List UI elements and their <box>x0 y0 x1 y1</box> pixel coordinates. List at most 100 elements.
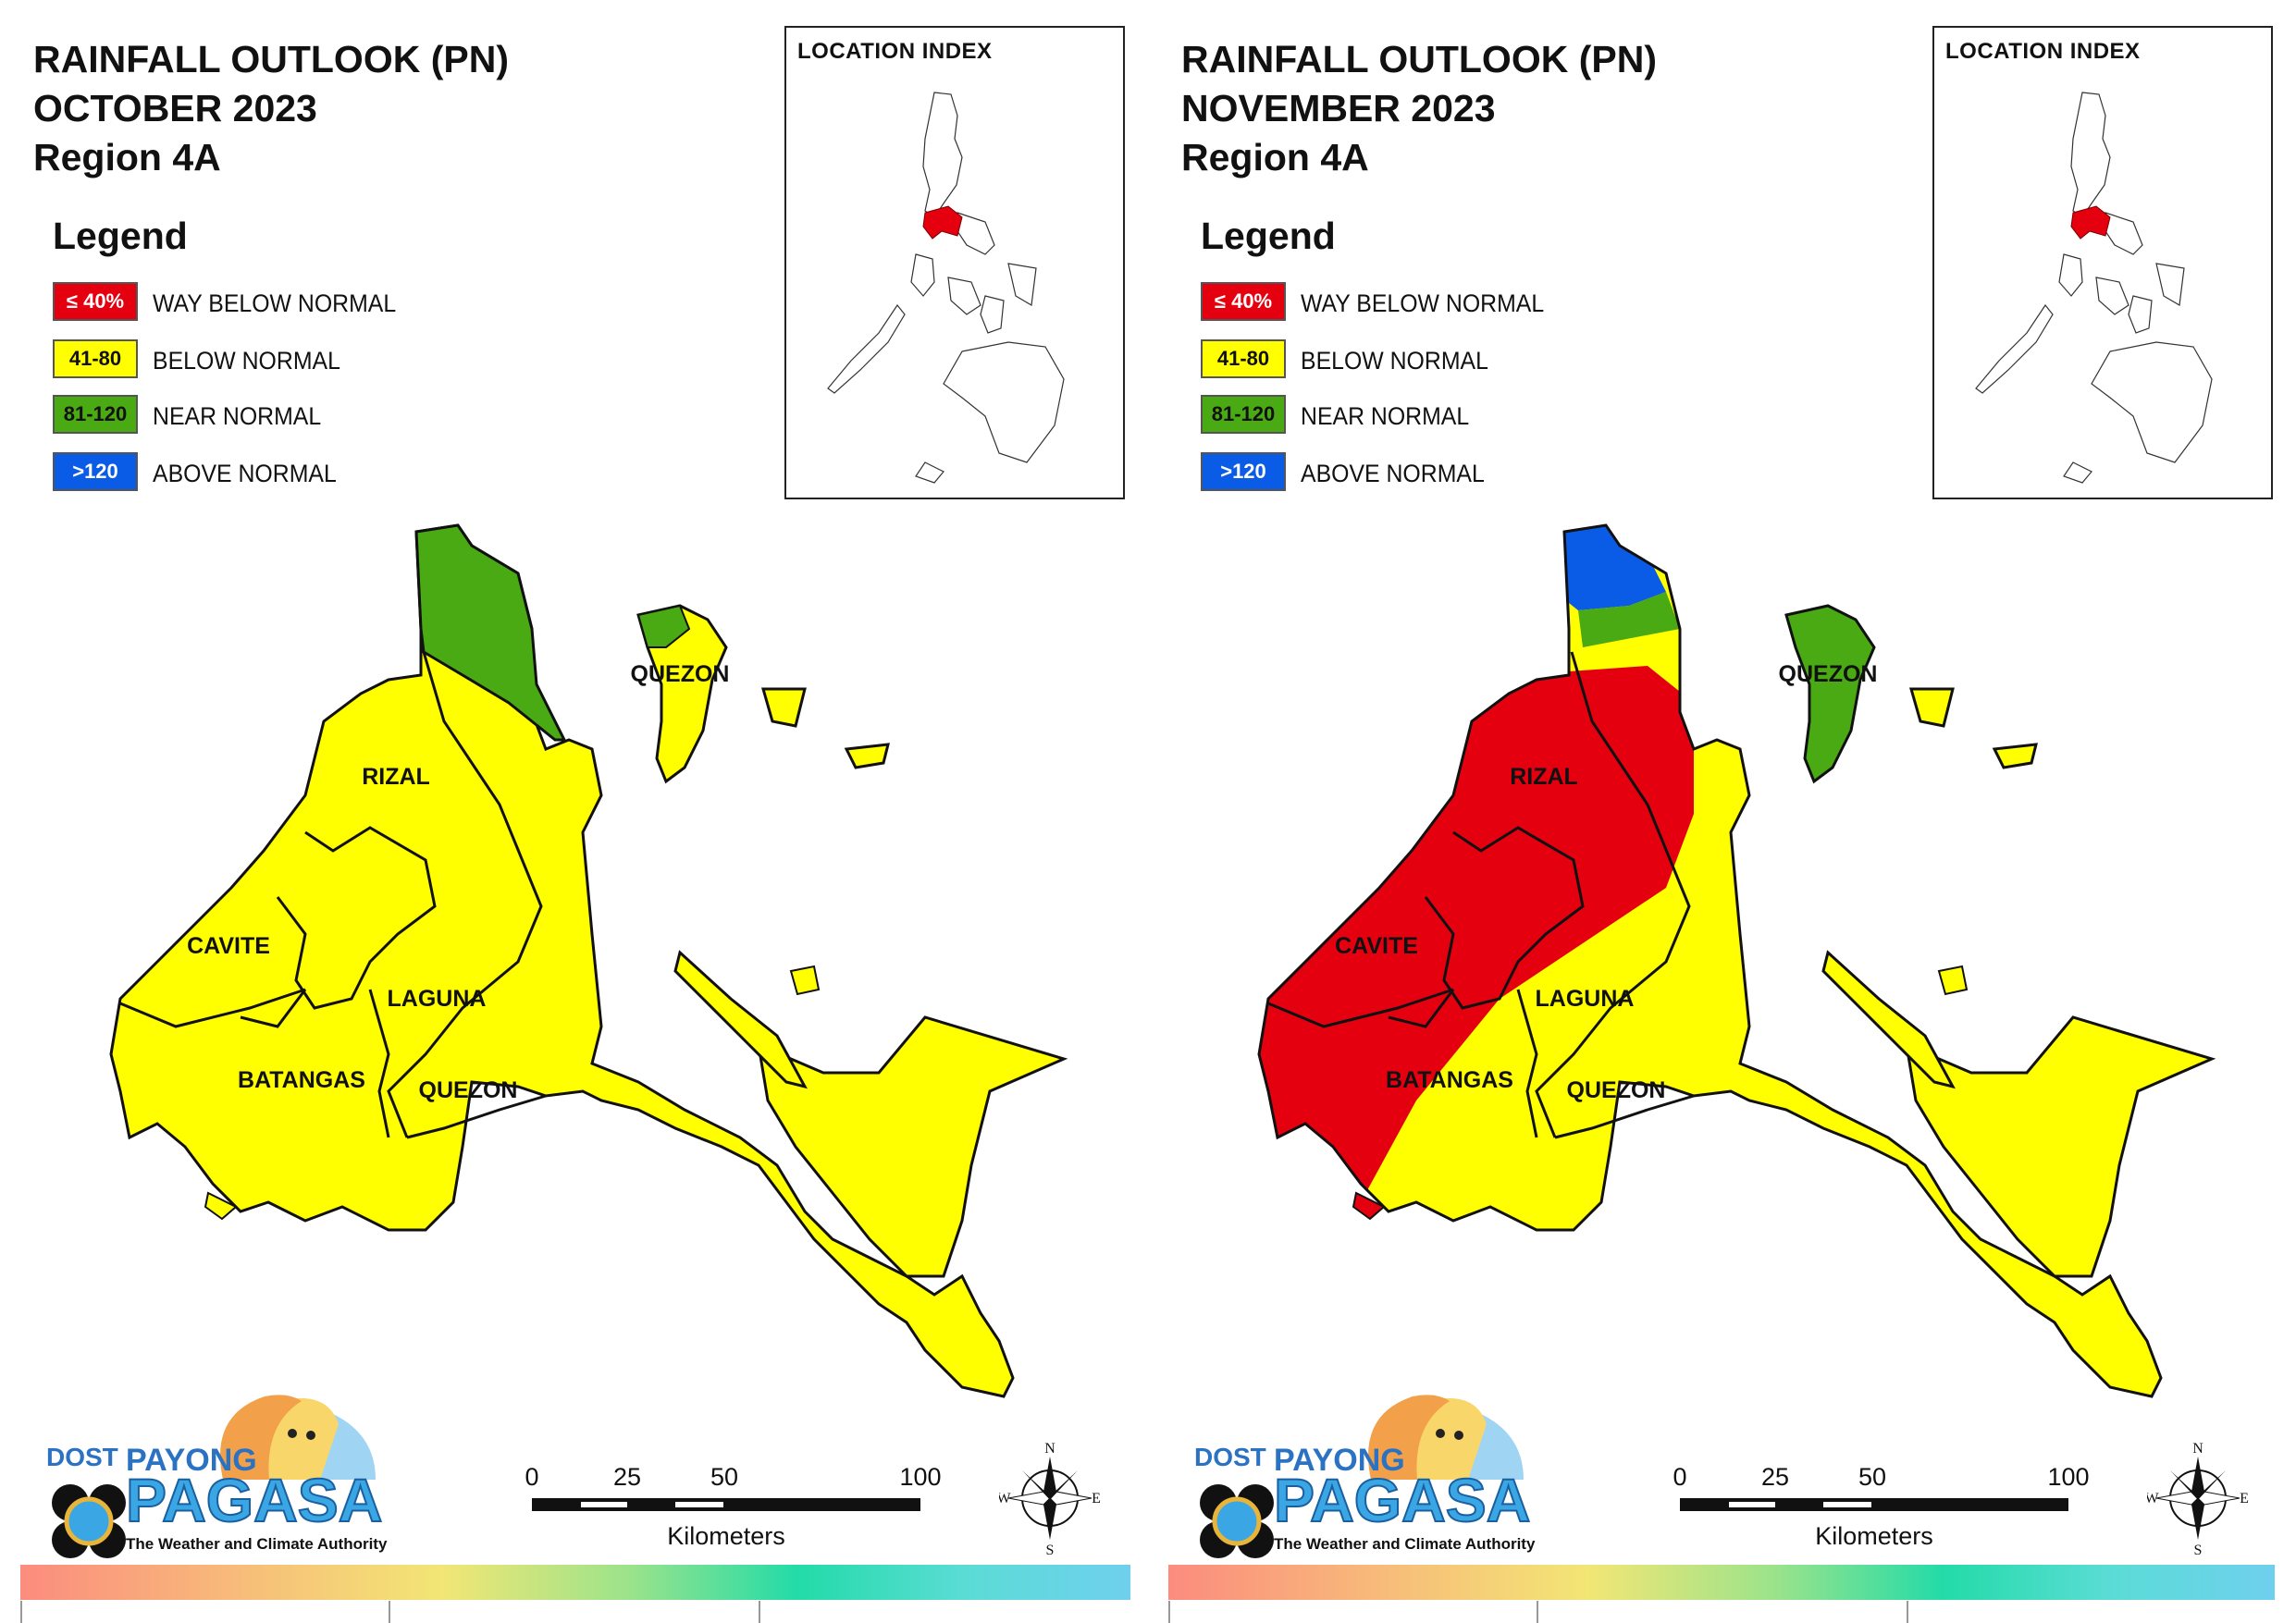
scale-bar-segment <box>1823 1502 1871 1507</box>
scale-unit: Kilometers <box>1815 1522 1933 1550</box>
october-rainfall-map: QUEZON RIZAL CAVITE LAGUNA BATANGAS QUEZ… <box>0 499 1148 1424</box>
label-cavite: CAVITE <box>187 933 270 959</box>
region-4a-mainland <box>109 523 1015 1398</box>
quezon-east-peninsula <box>757 1015 1068 1278</box>
marinduque-channel-island <box>673 950 808 1089</box>
rizal-laguna-boundary <box>276 826 437 1010</box>
legend-swatch: >120 <box>1201 452 1286 491</box>
label-rizal: RIZAL <box>1510 764 1578 790</box>
luzon-outline <box>922 92 963 218</box>
color-band <box>20 1565 1130 1600</box>
map-svg: QUEZON RIZAL CAVITE LAGUNA BATANGAS QUEZ… <box>109 523 1068 1398</box>
islet <box>1937 965 1969 996</box>
alabat-island <box>761 687 807 728</box>
legend-label: BELOW NORMAL <box>1301 347 1488 375</box>
cavite-laguna-boundary <box>1388 989 1455 1028</box>
philippines-inset-map <box>1975 92 2213 484</box>
legend-label: BELOW NORMAL <box>153 347 340 375</box>
batangas-islet <box>1352 1191 1386 1221</box>
legend-swatch: >120 <box>53 452 138 491</box>
label-quezon-north: QUEZON <box>631 661 730 687</box>
legend-label: NEAR NORMAL <box>153 402 322 430</box>
luzon-outline <box>2070 92 2111 218</box>
compass-n: N <box>2192 1441 2203 1457</box>
label-quezon-south: QUEZON <box>1567 1077 1666 1103</box>
scale-tick-50: 50 <box>710 1463 738 1491</box>
small-island <box>1992 743 2038 769</box>
pagasa-text: PAGASA <box>1274 1466 1530 1534</box>
polillo-island <box>636 604 728 784</box>
november-rainfall-map: QUEZON RIZAL CAVITE LAGUNA BATANGAS QUEZ… <box>1148 499 2296 1424</box>
umbrella-eye <box>1454 1431 1463 1440</box>
scale-bar-fill <box>532 1498 920 1511</box>
scale-bar-art: 0 25 50 100 Kilometers <box>1673 1463 2089 1550</box>
region-4a-mainland-outline <box>1257 523 2163 1398</box>
negros-cebu-outline <box>980 295 1005 334</box>
tagline-text: The Weather and Climate Authority <box>126 1535 388 1553</box>
umbrella-left <box>220 1395 302 1480</box>
title-line-1: RAINFALL OUTLOOK (PN) <box>33 38 509 80</box>
band-tick <box>20 1601 22 1623</box>
bicol-outline <box>2105 212 2143 255</box>
label-laguna: LAGUNA <box>388 986 487 1012</box>
label-cavite: CAVITE <box>1335 933 1418 959</box>
bicol-outline <box>957 212 995 255</box>
compass-e: E <box>2240 1491 2249 1506</box>
compass-s: S <box>2194 1543 2203 1558</box>
scale-unit: Kilometers <box>667 1522 785 1550</box>
pagasa-logo-art: DOST PAYONG PAGASA The Weather and Clima… <box>46 1395 388 1558</box>
label-batangas: BATANGAS <box>1386 1067 1513 1093</box>
scale-bar-fill <box>1680 1498 2068 1511</box>
pagasa-logo-art: DOST PAYONG PAGASA The Weather and Clima… <box>1194 1395 1536 1558</box>
scale-bar-segment <box>1729 1502 1775 1507</box>
samar-leyte-outline <box>1007 263 1037 306</box>
label-batangas: BATANGAS <box>238 1067 365 1093</box>
umbrella-left <box>1368 1395 1450 1480</box>
legend-swatch: ≤ 40% <box>53 282 138 321</box>
location-index-title: LOCATION INDEX <box>797 39 993 64</box>
pagasa-text: PAGASA <box>126 1466 382 1534</box>
map-title: RAINFALL OUTLOOK (PN) NOVEMBER 2023 Regi… <box>1181 35 1657 182</box>
laguna-quezon-boundary <box>406 1094 547 1139</box>
small-island <box>844 743 890 769</box>
region-4a-highlight <box>922 205 963 240</box>
palawan-outline <box>1975 303 2054 394</box>
location-index: LOCATION INDEX <box>1932 26 2273 499</box>
label-quezon-north: QUEZON <box>1779 661 1878 687</box>
scale-tick-100: 100 <box>2047 1463 2089 1491</box>
cavite-batangas-boundary <box>119 988 306 1028</box>
compass-w: W <box>999 1491 1011 1506</box>
payong-text: PAYONG <box>1274 1443 1405 1478</box>
legend-swatch: 41-80 <box>53 339 138 378</box>
mindoro-outline <box>2058 253 2083 297</box>
title-line-3: Region 4A <box>1181 136 1369 178</box>
cavite-laguna-boundary <box>240 989 307 1028</box>
legend-title: Legend <box>53 215 188 257</box>
polillo-island <box>1784 604 1876 784</box>
compass-s: S <box>1046 1543 1055 1558</box>
dost-text: DOST <box>46 1443 118 1471</box>
legend-swatch: ≤ 40% <box>1201 282 1286 321</box>
legend-label: WAY BELOW NORMAL <box>1301 289 1545 317</box>
scale-bar: 0 25 50 100 Kilometers <box>1666 1461 2092 1554</box>
polillo-near-normal <box>636 604 691 648</box>
rizal-laguna-boundary <box>1424 826 1585 1010</box>
scale-bar: 0 25 50 100 Kilometers <box>518 1461 944 1554</box>
umbrella-eye <box>306 1431 315 1440</box>
november-panel: RAINFALL OUTLOOK (PN) NOVEMBER 2023 Regi… <box>1148 0 2296 1623</box>
compass-rose: N S E W <box>996 1438 1101 1558</box>
laguna-batangas-boundary <box>1516 989 1538 1138</box>
october-panel: RAINFALL OUTLOOK (PN) OCTOBER 2023 Regio… <box>0 26 1148 1623</box>
panay-outline <box>947 277 981 315</box>
negros-cebu-outline <box>2128 295 2153 334</box>
sulu-outline <box>915 461 944 484</box>
title-line-3: Region 4A <box>33 136 221 178</box>
title-line-2: NOVEMBER 2023 <box>1181 87 1496 129</box>
scale-tick-50: 50 <box>1858 1463 1886 1491</box>
map-title: RAINFALL OUTLOOK (PN) OCTOBER 2023 Regio… <box>33 35 509 182</box>
near-normal-zone <box>1578 592 1680 647</box>
legend-title: Legend <box>1201 215 1336 257</box>
marinduque-channel-island <box>1821 950 1956 1089</box>
band-tick <box>759 1601 760 1623</box>
scale-tick-25: 25 <box>613 1463 641 1491</box>
